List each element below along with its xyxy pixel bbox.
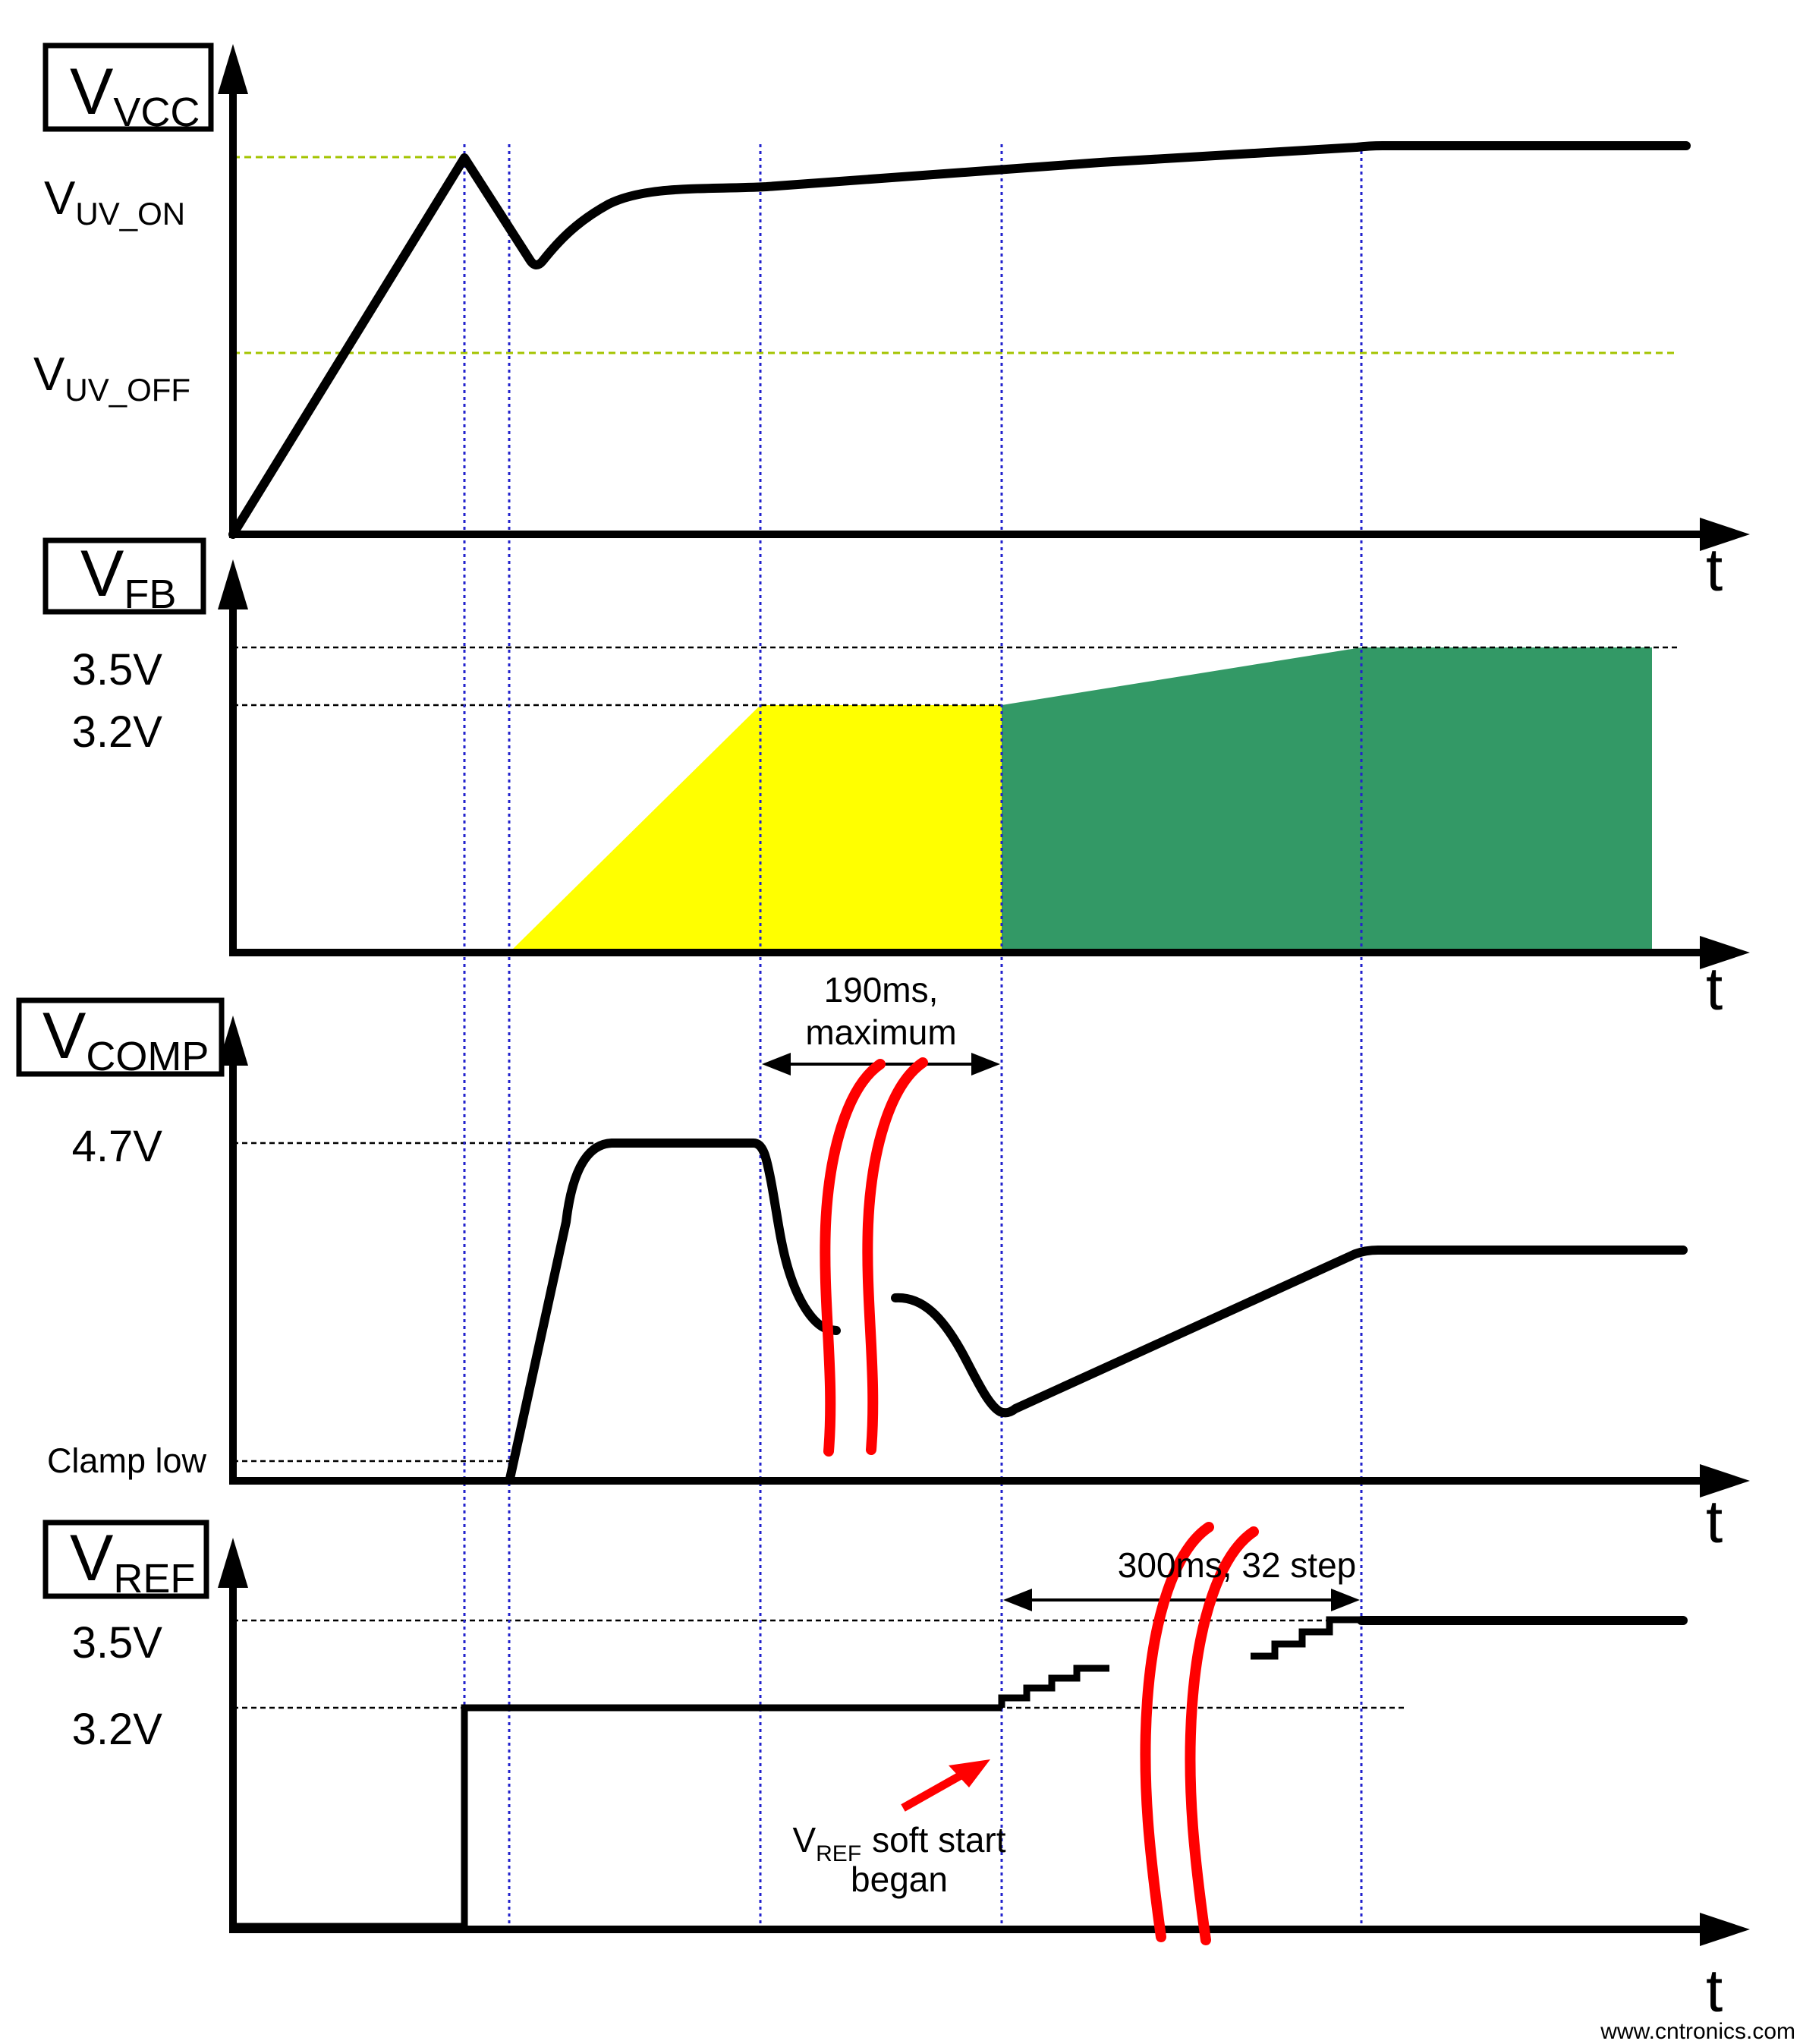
softstart-label-line1: VREF soft start (792, 1820, 1005, 1866)
panel-comp (218, 1016, 1750, 1498)
dim-190ms-label-line2: maximum (805, 1013, 956, 1052)
vcomp-waveform-after-break (891, 1246, 1688, 1418)
vfb-y-axis-arrow (218, 559, 248, 609)
vref-staircase-2 (1251, 1616, 1361, 1660)
vcomp-4v7-tick: 4.7V (72, 1122, 163, 1171)
dim-190ms-label-line1: 190ms, (824, 970, 939, 1009)
vfb-green-region (1002, 647, 1652, 953)
vfb-t-label: t (1706, 955, 1723, 1022)
vcc-waveform (228, 141, 1691, 539)
vcc-label-box: VVCC (42, 43, 214, 135)
vref-x-axis-arrow (1700, 1913, 1750, 1946)
dim-300ms-label: 300ms, 32 step (1118, 1545, 1357, 1585)
vcc-label: VVCC (70, 55, 200, 135)
dim-190ms-arrow-right (971, 1053, 1000, 1076)
vcc-t-label: t (1706, 536, 1723, 603)
dim-190ms-arrow-left (762, 1053, 791, 1076)
vref-3v5-tick: 3.5V (72, 1618, 163, 1668)
fb-label-box: VFB (42, 537, 206, 617)
vcc-y-axis-arrow (218, 44, 248, 94)
vfb-3v5-tick: 3.5V (72, 645, 163, 694)
comp-label-box: VCOMP (16, 997, 225, 1079)
vcc-uvoff-label: VUV_OFF (33, 348, 190, 408)
softstart-label-line2: began (851, 1860, 948, 1899)
vref-y-axis-arrow (218, 1538, 248, 1588)
fb-label: VFB (80, 537, 176, 617)
vfb-x-axis-arrow (1700, 936, 1750, 969)
vcomp-waveform-before-break (505, 1139, 841, 1483)
vfb-3v2-tick: 3.2V (72, 707, 163, 757)
panel-vcc (218, 44, 1750, 551)
vfb-yellow-region (509, 705, 1002, 953)
vref-label: VREF (70, 1522, 195, 1602)
vcomp-x-axis-arrow (1700, 1464, 1750, 1498)
vcomp-clamp-label: Clamp low (47, 1441, 207, 1480)
vcc-uvon-label: VUV_ON (44, 172, 185, 231)
vcomp-break-squiggle-right (862, 1057, 928, 1455)
vcomp-y-axis-arrow (218, 1016, 248, 1066)
vref-waveform-plateau (233, 1704, 1002, 1930)
softstart-arrow-line (901, 1771, 964, 1812)
dim-300ms-arrow-right (1331, 1589, 1360, 1611)
vref-label-box: VREF (42, 1520, 209, 1602)
vcc-x-axis-arrow (1700, 518, 1750, 551)
vref-3v2-tick: 3.2V (72, 1705, 163, 1754)
panel-vref (218, 1522, 1750, 1946)
softstart-arrow-head (949, 1759, 990, 1787)
comp-label: VCOMP (42, 1000, 209, 1079)
vref-t-label: t (1706, 1957, 1723, 2024)
vref-staircase-1 (998, 1664, 1109, 1708)
panel-fb (218, 559, 1750, 969)
vref-break-squiggle-right (1185, 1526, 1259, 1945)
vref-break-squiggle-left (1140, 1522, 1214, 1942)
vcomp-t-label: t (1706, 1488, 1723, 1555)
dim-300ms-arrow-left (1003, 1589, 1032, 1611)
vcomp-break-squiggle-left (820, 1059, 886, 1457)
watermark: www.cntronics.com (1600, 2019, 1795, 2044)
